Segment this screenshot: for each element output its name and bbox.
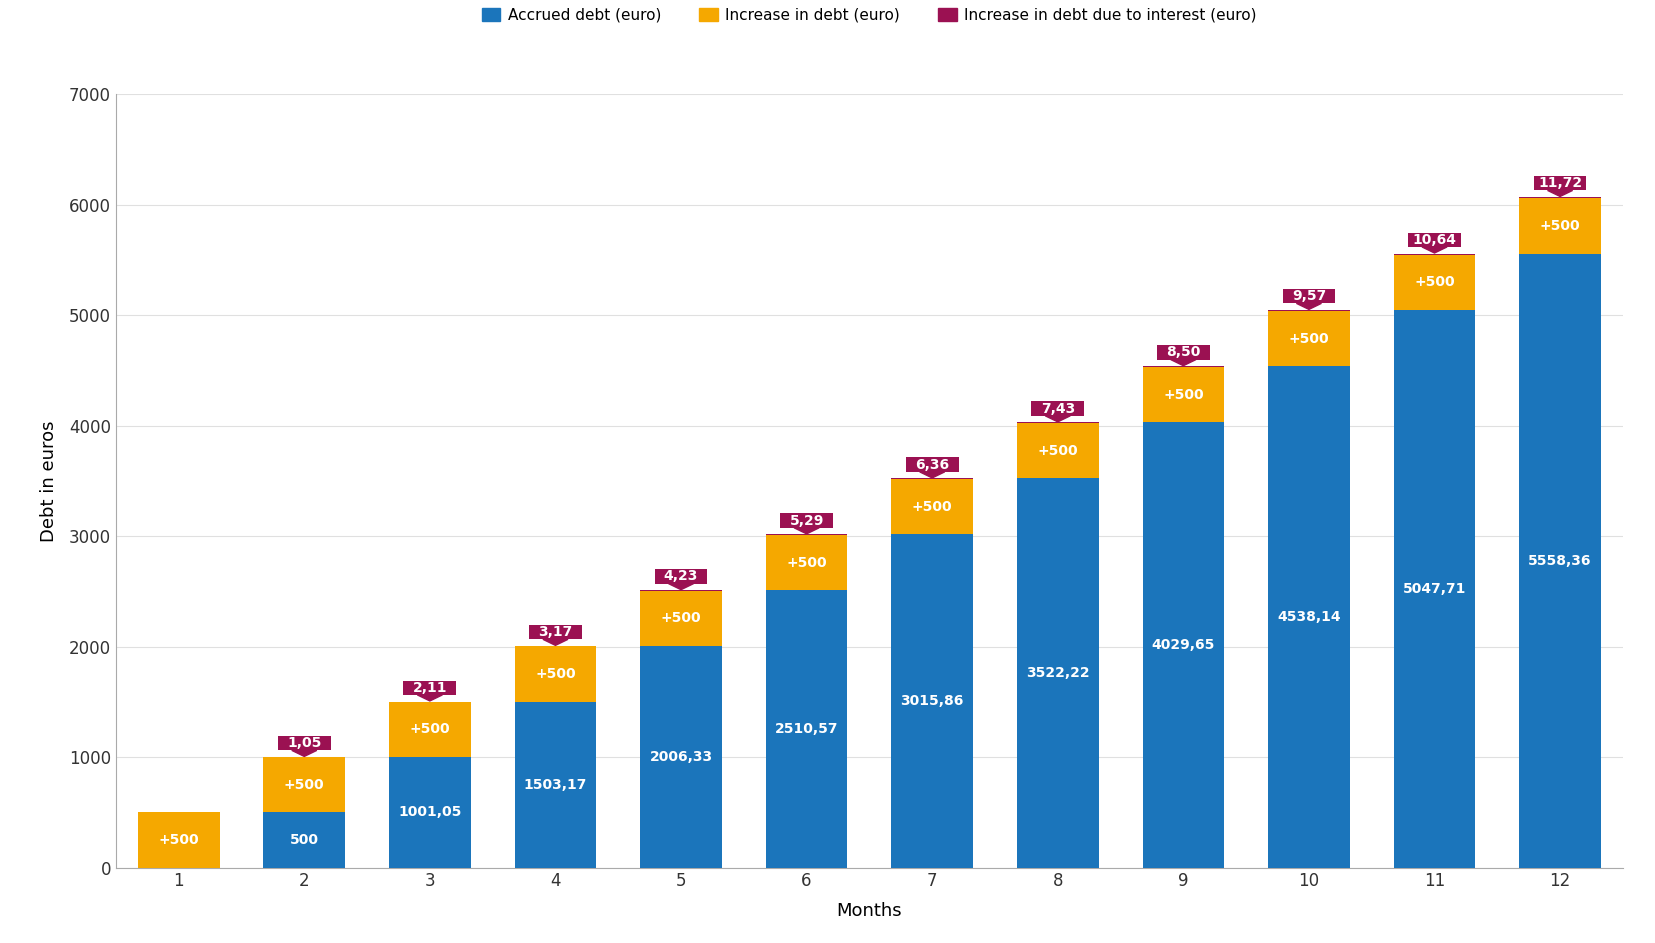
Polygon shape xyxy=(543,639,568,645)
Bar xyxy=(1016,478,1097,868)
FancyBboxPatch shape xyxy=(905,457,958,472)
Bar xyxy=(765,590,847,868)
Y-axis label: Debt in euros: Debt in euros xyxy=(40,421,58,541)
Text: 6,36: 6,36 xyxy=(915,457,948,472)
Text: +500: +500 xyxy=(535,667,576,681)
Bar xyxy=(515,646,596,702)
Bar xyxy=(515,702,596,868)
Text: +500: +500 xyxy=(1036,444,1077,458)
Bar xyxy=(137,812,220,868)
Text: 3522,22: 3522,22 xyxy=(1026,666,1089,680)
Text: 11,72: 11,72 xyxy=(1537,176,1581,190)
Text: 3,17: 3,17 xyxy=(538,625,573,639)
Text: 2510,57: 2510,57 xyxy=(775,722,837,736)
FancyBboxPatch shape xyxy=(1157,345,1210,359)
Text: +500: +500 xyxy=(660,611,702,625)
Bar xyxy=(890,479,973,535)
Text: 7,43: 7,43 xyxy=(1039,402,1074,416)
Polygon shape xyxy=(919,472,943,478)
Text: +500: +500 xyxy=(786,555,826,570)
Bar xyxy=(640,590,722,646)
Text: +500: +500 xyxy=(409,722,450,736)
FancyBboxPatch shape xyxy=(1407,233,1460,247)
Polygon shape xyxy=(1044,416,1069,422)
FancyBboxPatch shape xyxy=(1533,176,1585,190)
Bar xyxy=(1394,255,1475,310)
Bar xyxy=(1518,197,1600,198)
Bar xyxy=(1142,367,1223,422)
Bar xyxy=(1518,198,1600,254)
Bar xyxy=(1268,311,1349,366)
Polygon shape xyxy=(793,528,819,534)
Text: 10,64: 10,64 xyxy=(1412,233,1456,247)
Text: 9,57: 9,57 xyxy=(1291,290,1326,303)
Polygon shape xyxy=(417,695,442,701)
Polygon shape xyxy=(291,751,316,756)
Bar xyxy=(263,812,344,868)
Text: 1503,17: 1503,17 xyxy=(523,778,588,791)
FancyBboxPatch shape xyxy=(654,570,707,584)
Text: +500: +500 xyxy=(1413,275,1455,290)
Text: 2,11: 2,11 xyxy=(412,681,447,695)
Text: +500: +500 xyxy=(912,500,952,514)
Polygon shape xyxy=(1296,304,1321,309)
Polygon shape xyxy=(1422,247,1446,253)
Text: 3015,86: 3015,86 xyxy=(900,694,963,708)
Text: +500: +500 xyxy=(159,833,199,847)
Bar xyxy=(1518,254,1600,868)
Text: 1,05: 1,05 xyxy=(286,736,321,751)
Text: 5558,36: 5558,36 xyxy=(1528,554,1590,568)
Bar xyxy=(1142,422,1223,868)
Bar xyxy=(765,535,847,590)
Legend: Accrued debt (euro), Increase in debt (euro), Increase in debt due to interest (: Accrued debt (euro), Increase in debt (e… xyxy=(475,2,1263,28)
Text: +500: +500 xyxy=(1288,332,1329,346)
Text: 5047,71: 5047,71 xyxy=(1402,582,1465,596)
Text: 500: 500 xyxy=(290,833,319,847)
X-axis label: Months: Months xyxy=(836,902,902,919)
Text: +500: +500 xyxy=(1162,388,1203,402)
Bar xyxy=(640,646,722,868)
Text: 8,50: 8,50 xyxy=(1165,345,1200,359)
Bar xyxy=(1268,310,1349,311)
Bar xyxy=(263,757,344,812)
Bar xyxy=(1268,366,1349,868)
Polygon shape xyxy=(1170,359,1195,366)
Text: 4029,65: 4029,65 xyxy=(1150,638,1215,652)
Bar xyxy=(890,535,973,868)
Bar xyxy=(1394,254,1475,255)
Bar xyxy=(1016,423,1097,478)
FancyBboxPatch shape xyxy=(278,736,331,751)
Text: 4,23: 4,23 xyxy=(664,570,698,584)
Bar xyxy=(1394,310,1475,868)
Text: 2006,33: 2006,33 xyxy=(649,750,712,764)
Text: 1001,05: 1001,05 xyxy=(397,805,462,819)
Text: 4538,14: 4538,14 xyxy=(1276,610,1341,624)
FancyBboxPatch shape xyxy=(404,681,457,695)
Text: +500: +500 xyxy=(283,778,324,792)
Bar xyxy=(389,702,470,757)
Polygon shape xyxy=(1546,190,1572,196)
FancyBboxPatch shape xyxy=(528,625,581,639)
Bar xyxy=(389,757,470,868)
FancyBboxPatch shape xyxy=(780,513,832,528)
FancyBboxPatch shape xyxy=(1031,402,1084,416)
Text: 5,29: 5,29 xyxy=(789,514,823,527)
FancyBboxPatch shape xyxy=(1281,289,1334,304)
Text: +500: +500 xyxy=(1539,219,1579,233)
Polygon shape xyxy=(669,584,693,589)
